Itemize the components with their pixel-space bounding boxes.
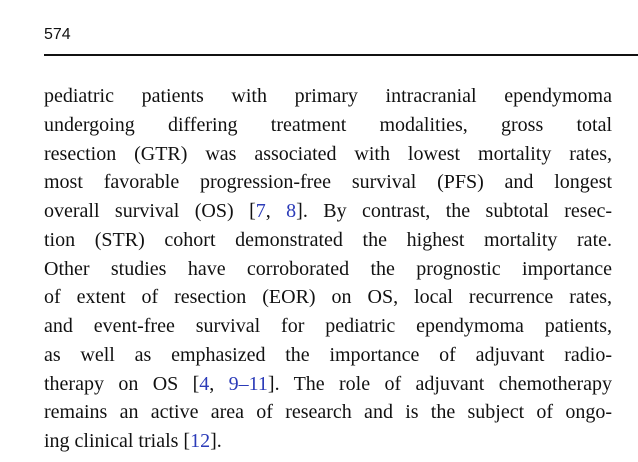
header-rule <box>44 54 638 56</box>
text-segment: pediatric patients with primary intracra… <box>44 85 612 107</box>
text-segment: therapy on OS [ <box>44 372 200 395</box>
text-segment: as well as emphasized the importance of … <box>44 343 612 366</box>
text-segment: undergoing differing treatment modalitie… <box>44 113 612 136</box>
text-segment: most favorable progression-free survival… <box>44 171 612 194</box>
text-segment: resection (GTR) was associated with lowe… <box>44 142 612 165</box>
text-line: most favorable progression-free survival… <box>44 168 612 197</box>
text-segment: tion (STR) cohort demonstrated the highe… <box>44 228 612 251</box>
text-line: resection (GTR) was associated with lowe… <box>44 140 612 169</box>
text-line: tion (STR) cohort demonstrated the highe… <box>44 226 612 255</box>
text-line: as well as emphasized the importance of … <box>44 341 612 370</box>
text-line: ing clinical trials [12]. <box>44 427 612 456</box>
citation-link[interactable]: 4 <box>199 372 210 395</box>
text-segment: ]. The role of adjuvant chemotherapy <box>267 372 612 395</box>
body-paragraph: pediatric patients with primary intracra… <box>44 82 612 456</box>
text-segment: overall survival (OS) [ <box>44 200 256 222</box>
text-segment: , <box>209 372 229 395</box>
text-segment: of extent of resection (EOR) on OS, loca… <box>44 286 612 309</box>
text-line: remains an active area of research and i… <box>44 398 612 427</box>
text-line: and event-free survival for pediatric ep… <box>44 312 612 341</box>
citation-link[interactable]: 7 <box>255 200 266 222</box>
text-line: pediatric patients with primary intracra… <box>44 82 612 111</box>
text-line: Other studies have corroborated the prog… <box>44 255 612 284</box>
text-segment: ]. <box>210 430 222 452</box>
text-line: therapy on OS [4, 9–11]. The role of adj… <box>44 370 612 399</box>
text-segment: ]. By contrast, the subtotal resec- <box>296 200 613 222</box>
text-line: of extent of resection (EOR) on OS, loca… <box>44 283 612 312</box>
citation-link[interactable]: 12 <box>190 430 211 452</box>
citation-link[interactable]: 9–11 <box>228 372 268 395</box>
text-line: overall survival (OS) [7, 8]. By contras… <box>44 197 612 226</box>
text-segment: Other studies have corroborated the prog… <box>44 257 612 280</box>
text-line: undergoing differing treatment modalitie… <box>44 111 612 140</box>
text-segment: , <box>265 200 287 222</box>
citation-link[interactable]: 8 <box>286 200 297 222</box>
text-segment: ing clinical trials [ <box>44 430 191 452</box>
text-segment: remains an active area of research and i… <box>44 401 612 424</box>
text-segment: and event-free survival for pediatric ep… <box>44 315 612 337</box>
page-number: 574 <box>44 26 71 43</box>
